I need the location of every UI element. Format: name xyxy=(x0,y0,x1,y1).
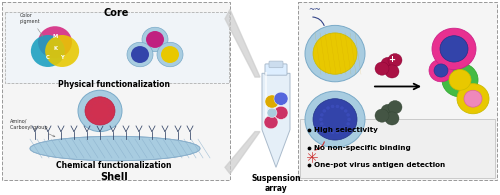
Circle shape xyxy=(161,46,179,63)
Circle shape xyxy=(305,91,365,148)
Circle shape xyxy=(131,46,149,63)
Text: ~~: ~~ xyxy=(308,5,321,14)
Text: Y: Y xyxy=(60,55,64,60)
Text: One-pot virus antigen detection: One-pot virus antigen detection xyxy=(314,162,446,168)
Circle shape xyxy=(449,70,471,90)
Text: Shell: Shell xyxy=(100,172,128,182)
Circle shape xyxy=(344,109,348,113)
Circle shape xyxy=(94,101,96,104)
Circle shape xyxy=(340,129,344,132)
Circle shape xyxy=(313,33,357,74)
FancyBboxPatch shape xyxy=(269,61,283,68)
Circle shape xyxy=(388,54,402,67)
Circle shape xyxy=(274,106,288,119)
Ellipse shape xyxy=(30,136,200,161)
Text: No non-specific binding: No non-specific binding xyxy=(314,144,411,151)
Circle shape xyxy=(107,105,110,108)
Circle shape xyxy=(336,131,339,134)
Circle shape xyxy=(442,63,478,97)
Circle shape xyxy=(104,118,106,121)
Circle shape xyxy=(313,99,357,140)
FancyBboxPatch shape xyxy=(5,12,229,83)
Text: C: C xyxy=(46,55,50,60)
Circle shape xyxy=(146,31,164,48)
Circle shape xyxy=(347,118,351,121)
FancyBboxPatch shape xyxy=(298,2,497,181)
Circle shape xyxy=(381,57,395,71)
Circle shape xyxy=(381,104,395,118)
Text: Core: Core xyxy=(104,8,128,19)
Circle shape xyxy=(432,28,476,70)
Circle shape xyxy=(375,109,389,122)
Text: Amino/
Carboxyl group: Amino/ Carboxyl group xyxy=(10,119,55,137)
Circle shape xyxy=(267,108,277,118)
Circle shape xyxy=(104,101,106,104)
Text: Chemical functionalization: Chemical functionalization xyxy=(56,161,172,170)
Polygon shape xyxy=(262,73,290,167)
Circle shape xyxy=(98,119,102,122)
Circle shape xyxy=(94,118,96,121)
Circle shape xyxy=(344,126,348,129)
Circle shape xyxy=(346,113,350,117)
Circle shape xyxy=(375,62,389,75)
Circle shape xyxy=(388,101,402,114)
Circle shape xyxy=(78,90,122,132)
Circle shape xyxy=(265,95,279,108)
Circle shape xyxy=(346,122,350,126)
Circle shape xyxy=(90,105,93,108)
Polygon shape xyxy=(225,9,260,77)
Circle shape xyxy=(322,109,326,113)
Text: K: K xyxy=(53,46,57,51)
Circle shape xyxy=(440,36,468,62)
Text: High selectivity: High selectivity xyxy=(314,127,378,133)
Circle shape xyxy=(457,84,489,114)
Circle shape xyxy=(142,27,168,52)
Circle shape xyxy=(464,90,482,107)
Circle shape xyxy=(305,25,365,82)
Circle shape xyxy=(90,114,93,117)
Circle shape xyxy=(326,129,330,132)
Text: M: M xyxy=(52,34,58,39)
Circle shape xyxy=(38,26,72,58)
FancyBboxPatch shape xyxy=(2,2,230,181)
Circle shape xyxy=(98,100,102,103)
Circle shape xyxy=(274,92,288,105)
Circle shape xyxy=(322,126,326,129)
Circle shape xyxy=(320,113,324,117)
Circle shape xyxy=(108,110,112,112)
Circle shape xyxy=(31,35,65,67)
Circle shape xyxy=(320,122,324,126)
Circle shape xyxy=(45,35,79,67)
Circle shape xyxy=(340,106,344,110)
FancyBboxPatch shape xyxy=(265,64,287,75)
Circle shape xyxy=(429,59,453,82)
Circle shape xyxy=(331,131,334,134)
Text: Suspension
array: Suspension array xyxy=(251,174,301,193)
Circle shape xyxy=(331,105,334,108)
Text: Color
pigment: Color pigment xyxy=(20,13,43,36)
Circle shape xyxy=(264,116,278,129)
Circle shape xyxy=(385,112,399,125)
Circle shape xyxy=(107,114,110,117)
Circle shape xyxy=(434,64,448,77)
Circle shape xyxy=(385,65,399,78)
Circle shape xyxy=(326,106,330,110)
Circle shape xyxy=(319,118,323,121)
Circle shape xyxy=(157,42,183,67)
Circle shape xyxy=(127,42,153,67)
FancyBboxPatch shape xyxy=(300,119,495,178)
Circle shape xyxy=(88,110,92,112)
Text: +: + xyxy=(388,55,396,64)
Polygon shape xyxy=(225,132,260,174)
Text: Physical functionalization: Physical functionalization xyxy=(58,80,170,89)
Circle shape xyxy=(85,97,115,125)
Circle shape xyxy=(336,105,339,108)
